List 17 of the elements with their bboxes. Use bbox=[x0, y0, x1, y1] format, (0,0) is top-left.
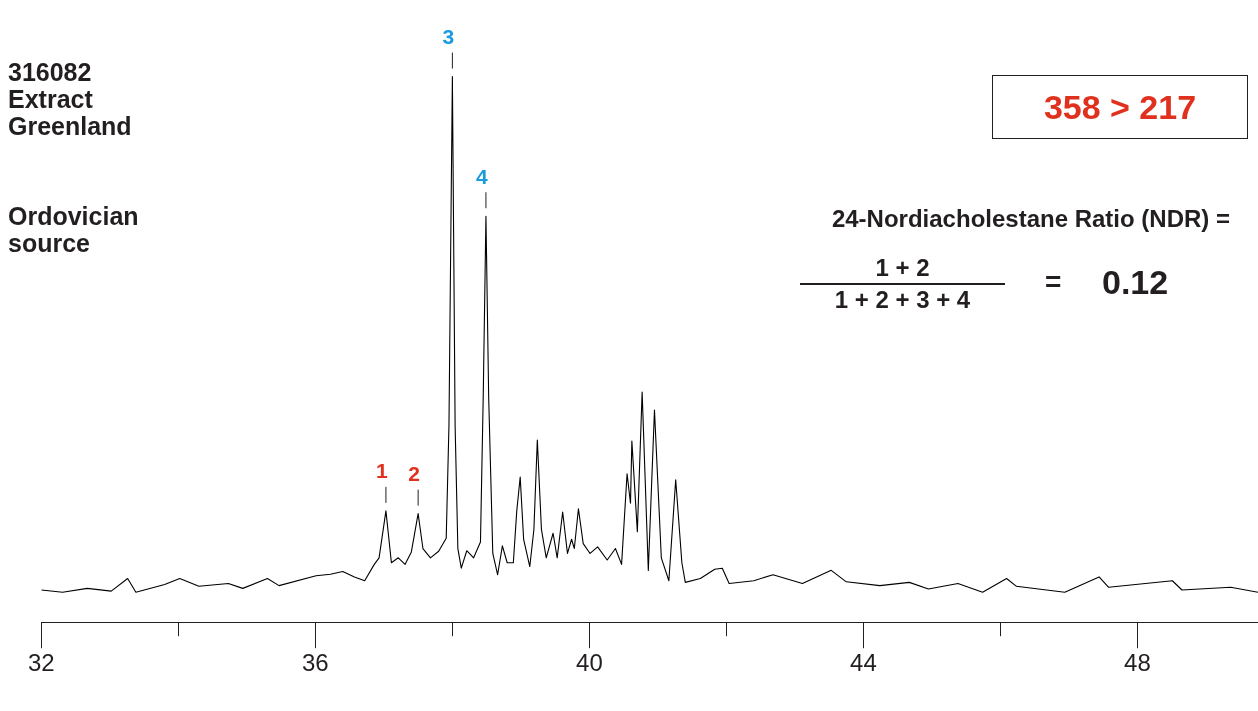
x-tick-label: 44 bbox=[850, 649, 877, 677]
text: Ordovician source bbox=[8, 202, 140, 257]
x-tick-label: 48 bbox=[1124, 649, 1151, 677]
annotation: 0.12 bbox=[1102, 263, 1169, 302]
annotation: 2 bbox=[408, 461, 420, 485]
annotation: 4 bbox=[476, 164, 489, 188]
annotation: 24-Nordiacholestane Ratio (NDR) = bbox=[831, 205, 1230, 233]
x-tick-label: 40 bbox=[576, 649, 603, 677]
chart-title: 316082 Extract Greenland bbox=[8, 58, 133, 140]
annotation: 1 + 2 + 3 + 4 bbox=[833, 286, 972, 314]
annotation: = bbox=[1045, 266, 1062, 298]
x-tick-label: 32 bbox=[28, 649, 55, 677]
x-tick-label: 36 bbox=[302, 649, 329, 677]
annotation: 1 bbox=[376, 459, 389, 483]
annotation: 358 > 217 bbox=[992, 75, 1248, 139]
annotation: 1 + 2 bbox=[874, 254, 931, 282]
annotation: 3 bbox=[442, 24, 455, 48]
